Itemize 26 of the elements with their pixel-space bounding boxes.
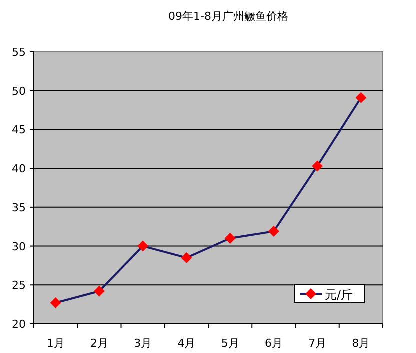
x-tick-label: 2月 [90,337,108,350]
x-tick-label: 4月 [178,337,196,350]
point [356,92,367,104]
point [224,233,236,244]
point [312,160,324,172]
y-tick-label: 20 [12,318,26,331]
point [138,240,149,252]
x-tick-label: 8月 [352,337,370,350]
y-tick-label: 50 [12,84,26,98]
y-tick-label: 25 [12,279,26,292]
point [50,298,62,309]
y-tick-label: 40 [12,162,26,176]
point [94,286,105,297]
y-tick-label: 35 [12,201,26,214]
x-tick-label: 5月 [221,337,240,350]
legend-label: 元/斤 [325,288,354,302]
point [181,252,192,264]
chart-title: 09年1-8月广州鳜鱼价格 [168,10,288,23]
x-tick-label: 7月 [308,337,327,350]
y-tick-label: 55 [12,46,26,59]
y-tick-label: 30 [12,240,26,254]
x-tick-label: 1月 [46,337,65,350]
x-tick-label: 3月 [134,337,152,350]
y-tick-label: 45 [12,124,26,137]
point [268,226,280,238]
x-tick-label: 6月 [264,337,283,350]
